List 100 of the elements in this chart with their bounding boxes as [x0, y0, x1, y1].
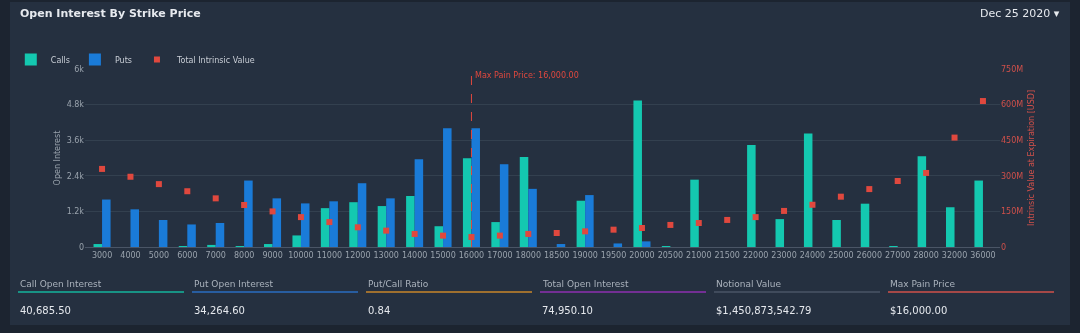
bar	[357, 183, 367, 247]
bar	[130, 209, 139, 247]
bar	[499, 164, 509, 247]
bar	[187, 224, 196, 247]
bar	[207, 244, 216, 247]
y-axis-title: Open Interest	[53, 130, 63, 186]
x-tick-label: 4000	[120, 250, 141, 260]
point	[866, 186, 873, 193]
point	[695, 220, 702, 227]
bar	[329, 201, 338, 247]
point	[923, 169, 930, 176]
x-tick-label: 12000	[345, 250, 371, 260]
bar	[775, 219, 785, 247]
point	[496, 232, 503, 239]
point	[440, 232, 447, 239]
point	[127, 173, 134, 180]
point	[837, 193, 844, 200]
y2-tick-label: 750M	[1001, 64, 1024, 74]
bar	[292, 235, 301, 247]
bar	[349, 202, 358, 247]
point	[781, 207, 788, 214]
x-tick-label: 13000	[373, 250, 399, 260]
x-tick-label: 15000	[430, 250, 456, 260]
x-tick-label: 19500	[600, 250, 627, 260]
point	[383, 227, 390, 234]
point	[99, 165, 106, 172]
category-label: Max Pain Price	[890, 279, 956, 289]
chart-subtitle: Dec 25 2020 ▾	[980, 7, 1060, 20]
x-tick-label: 21500	[714, 250, 740, 260]
text: $1,450,873,542.79	[716, 305, 812, 316]
bar	[747, 144, 756, 247]
bar	[613, 243, 623, 247]
x-tick-label: 14000	[401, 250, 428, 260]
x-tick-label: 16000	[458, 250, 485, 260]
y2-axis-title: Intrinsic Value at Expiration [USD]	[1027, 89, 1037, 227]
point	[155, 181, 162, 188]
y-tick-label: 1.2k	[66, 207, 85, 217]
point	[326, 219, 333, 226]
x-tick-label: 8000	[233, 250, 255, 260]
bar	[519, 157, 529, 247]
y2-tick-label: 0	[1001, 242, 1007, 252]
legend-label: Calls	[50, 55, 70, 65]
x-tick-label: 19000	[572, 250, 598, 260]
point	[610, 226, 617, 233]
category-label: Put/Call Ratio	[368, 279, 429, 289]
bar	[917, 156, 927, 247]
category-label: Call Open Interest	[20, 279, 102, 289]
point	[553, 230, 560, 236]
y2-tick-label: 150M	[1001, 207, 1024, 217]
bar	[528, 188, 537, 247]
bar	[641, 241, 651, 247]
bar	[272, 198, 282, 247]
x-tick-label: 20500	[657, 250, 684, 260]
point	[724, 216, 731, 223]
point	[184, 188, 191, 195]
point	[525, 230, 532, 237]
y-tick-label: 0	[78, 242, 84, 252]
text: 74,950.10	[542, 305, 593, 316]
x-tick-label: 9000	[262, 250, 283, 260]
point	[752, 214, 759, 221]
x-tick-label: 5000	[148, 250, 170, 260]
bar	[443, 128, 452, 247]
bar	[406, 195, 415, 247]
bar	[471, 128, 480, 247]
bar	[633, 100, 642, 247]
x-tick-label: 18500	[543, 250, 570, 260]
x-tick-label: 26000	[856, 250, 883, 260]
x-tick-label: 27000	[884, 250, 911, 260]
point	[582, 228, 589, 235]
text: 0.84	[368, 305, 391, 316]
category-label: Notional Value	[716, 279, 782, 289]
x-tick-label: 32000	[941, 250, 968, 260]
category-label: Total Open Interest	[542, 279, 629, 289]
bar	[244, 180, 253, 247]
bar	[860, 203, 870, 247]
bar	[300, 203, 310, 247]
x-tick-label: 7000	[205, 250, 226, 260]
bar	[414, 159, 424, 247]
point	[667, 221, 674, 228]
x-tick-label: 18000	[515, 250, 542, 260]
x-tick-label: 17000	[487, 250, 513, 260]
x-tick-label: 3000	[91, 250, 113, 260]
bar	[491, 222, 500, 247]
point	[894, 178, 901, 185]
y-tick-label: 3.6k	[66, 136, 85, 145]
text: 34,264.60	[194, 305, 245, 316]
x-tick-label: 21000	[686, 250, 712, 260]
bar	[690, 179, 699, 247]
text: 40,685.50	[20, 305, 71, 316]
point	[297, 214, 304, 221]
bar	[946, 207, 955, 247]
point	[951, 134, 958, 141]
chart-title: Open Interest By Strike Price	[20, 7, 201, 20]
bar	[832, 220, 841, 247]
point	[212, 195, 219, 202]
point	[411, 230, 418, 237]
text: $16,000.00	[890, 305, 948, 316]
y2-tick-label: 600M	[1001, 100, 1024, 110]
y2-tick-label: 450M	[1001, 136, 1024, 145]
legend-label: Total Intrinsic Value	[175, 55, 255, 65]
